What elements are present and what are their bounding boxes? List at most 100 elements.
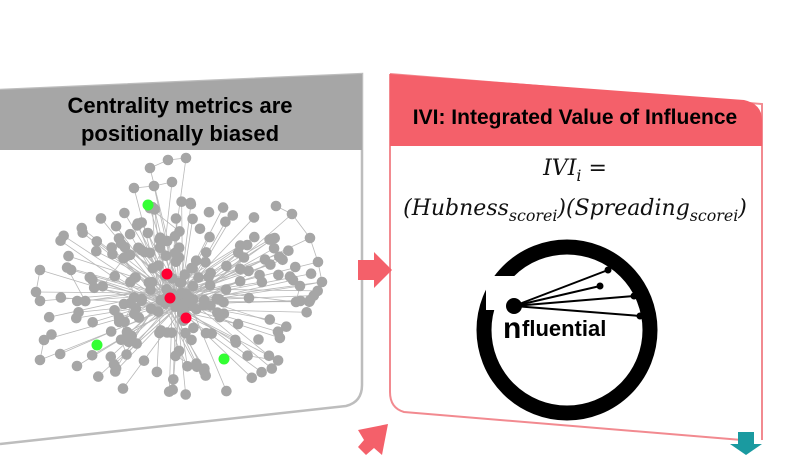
network-node (55, 292, 67, 303)
logo-ring (476, 239, 658, 421)
network-node (126, 330, 137, 342)
network-node (34, 354, 46, 366)
network-node (217, 202, 229, 213)
network-node (63, 250, 74, 262)
network-node (248, 212, 260, 223)
network-node (118, 252, 129, 264)
network-node (54, 348, 66, 360)
network-node (151, 366, 163, 378)
right-panel-header (390, 74, 762, 146)
network-node (203, 206, 215, 218)
arrow-down-teal (730, 432, 762, 455)
network-node (170, 350, 181, 362)
green-node (142, 199, 154, 211)
red-node (164, 292, 176, 304)
network-node (312, 256, 324, 268)
network-node (233, 247, 244, 259)
network-node (170, 301, 181, 313)
network-node (142, 227, 154, 239)
network-node (95, 213, 107, 224)
term1-open: (Hubness (403, 196, 509, 221)
network-node (286, 208, 298, 220)
network-node (154, 242, 166, 254)
left-panel-title: Centrality metrics are positionally bias… (0, 92, 360, 148)
network-node (200, 257, 211, 268)
network-node (180, 389, 191, 400)
arrow-right-pink (358, 252, 392, 288)
network-node (124, 228, 136, 240)
network-node (241, 239, 253, 251)
network-node (270, 200, 282, 212)
logo-ray-dots (596, 266, 644, 320)
network-node (43, 311, 55, 323)
network-node (199, 363, 210, 374)
formula-ivi-sub: i (576, 165, 582, 185)
network-node (73, 307, 84, 318)
network-node (30, 286, 42, 298)
network-node (220, 216, 231, 228)
network-node (206, 328, 217, 339)
ivi-formula-lhs: IVIi = (388, 156, 762, 185)
network-node (109, 305, 120, 316)
network-node (221, 260, 232, 272)
network-node (71, 360, 83, 372)
network-node (304, 232, 316, 244)
logo-initial: n (503, 312, 521, 345)
network-node (117, 383, 129, 394)
network-node (246, 372, 258, 384)
red-node (161, 268, 173, 280)
network-node (312, 285, 324, 297)
network-node (175, 277, 187, 288)
network-nodes (30, 152, 328, 400)
term2-sub: score (689, 205, 734, 225)
network-node (173, 252, 185, 263)
logo-word: fluential (522, 316, 606, 341)
network-graph (30, 152, 328, 400)
network-node (264, 234, 275, 245)
network-node (86, 350, 98, 361)
network-node (148, 180, 160, 192)
network-node (221, 385, 232, 397)
term2-open: (Spreading (566, 196, 690, 221)
network-node (168, 374, 179, 385)
network-node (211, 293, 223, 305)
network-node (121, 349, 132, 360)
network-node (178, 302, 189, 314)
term1-close: ) (557, 196, 567, 221)
network-node (243, 292, 255, 304)
network-node (144, 162, 156, 174)
network-node (152, 306, 164, 318)
logo-rays (513, 269, 641, 317)
term1-sub-index: i (552, 205, 558, 225)
network-node (204, 231, 215, 243)
network-node (71, 295, 83, 307)
network-node (163, 386, 175, 398)
left-panel-frame (0, 72, 364, 446)
network-node (109, 270, 121, 282)
network-node (263, 350, 275, 362)
network-node (256, 276, 268, 288)
network-node (77, 227, 88, 238)
network-node (136, 295, 147, 307)
left-title-line2: positionally biased (80, 121, 280, 146)
influential-logo: n fluential (476, 239, 658, 421)
network-node (230, 334, 241, 346)
network-node (91, 245, 102, 257)
network-node (186, 334, 197, 346)
network-node (162, 154, 174, 166)
network-node (145, 284, 156, 296)
network-node (185, 197, 196, 209)
network-node (125, 276, 136, 288)
network-node (118, 298, 130, 310)
left-title-line1: Centrality metrics are (67, 93, 293, 118)
network-node (186, 300, 198, 312)
term1-sub: score (508, 205, 553, 225)
network-node (180, 152, 192, 164)
network-node (93, 371, 104, 382)
term2-close: ) (738, 196, 747, 221)
left-panel-header (0, 74, 362, 150)
network-node (268, 243, 280, 254)
formula-equals: = (581, 156, 607, 181)
network-node (133, 312, 145, 323)
network-node (253, 334, 264, 345)
